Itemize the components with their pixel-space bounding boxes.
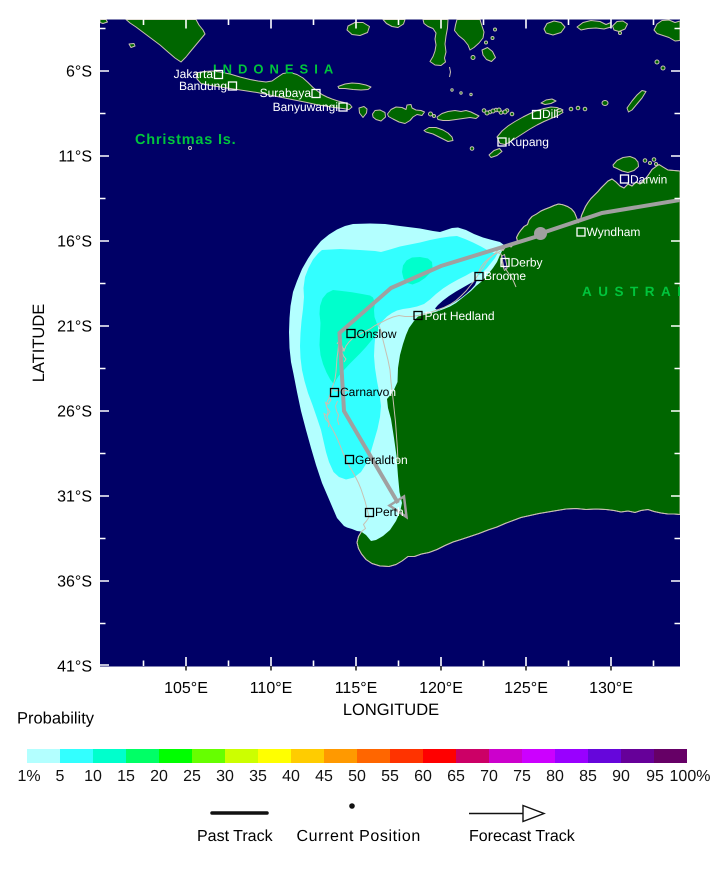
svg-text:Past Track: Past Track xyxy=(197,828,274,845)
svg-text:Surabaya: Surabaya xyxy=(260,86,312,100)
svg-text:41°S: 41°S xyxy=(57,659,92,676)
svg-text:75: 75 xyxy=(513,768,531,785)
svg-text:Dili: Dili xyxy=(542,107,559,121)
svg-text:60: 60 xyxy=(414,768,432,785)
svg-text:90: 90 xyxy=(612,768,630,785)
svg-text:65: 65 xyxy=(447,768,465,785)
svg-text:95: 95 xyxy=(646,768,664,785)
svg-text:80: 80 xyxy=(546,768,564,785)
svg-text:26°S: 26°S xyxy=(57,404,92,421)
svg-text:100%: 100% xyxy=(670,768,711,785)
svg-text:31°S: 31°S xyxy=(57,489,92,506)
svg-text:40: 40 xyxy=(282,768,300,785)
svg-text:16°S: 16°S xyxy=(57,234,92,251)
svg-text:5: 5 xyxy=(56,768,65,785)
svg-text:120°E: 120°E xyxy=(419,680,463,697)
svg-text:30: 30 xyxy=(216,768,234,785)
svg-text:Christmas Is.: Christmas Is. xyxy=(135,132,236,148)
svg-text:105°E: 105°E xyxy=(164,680,208,697)
svg-text:Kupang: Kupang xyxy=(508,135,549,149)
svg-text:Wyndham: Wyndham xyxy=(587,225,641,239)
svg-text:125°E: 125°E xyxy=(504,680,548,697)
svg-text:Probability: Probability xyxy=(17,710,95,728)
svg-text:Banyuwangi: Banyuwangi xyxy=(273,100,338,114)
svg-text:21°S: 21°S xyxy=(57,319,92,336)
svg-text:Port Hedland: Port Hedland xyxy=(425,309,495,323)
svg-text:Forecast Track: Forecast Track xyxy=(469,828,576,845)
svg-text:11°S: 11°S xyxy=(58,149,92,166)
svg-text:110°E: 110°E xyxy=(250,680,293,697)
svg-text:Broome: Broome xyxy=(484,269,526,283)
svg-text:Onslow: Onslow xyxy=(357,327,397,341)
svg-text:15: 15 xyxy=(117,768,135,785)
svg-text:115°E: 115°E xyxy=(335,680,378,697)
svg-text:Jakarta: Jakarta xyxy=(174,67,214,81)
svg-text:55: 55 xyxy=(381,768,399,785)
svg-text:Current Position: Current Position xyxy=(297,828,421,845)
svg-text:6°S: 6°S xyxy=(66,64,92,81)
svg-text:Carnarvon: Carnarvon xyxy=(340,385,396,399)
svg-text:50: 50 xyxy=(348,768,366,785)
svg-text:25: 25 xyxy=(183,768,201,785)
svg-text:36°S: 36°S xyxy=(57,574,92,591)
svg-text:LONGITUDE: LONGITUDE xyxy=(343,701,439,719)
svg-text:Darwin: Darwin xyxy=(630,173,667,187)
svg-text:Geraldton: Geraldton xyxy=(355,453,408,467)
svg-text:10: 10 xyxy=(84,768,102,785)
svg-text:Bandung: Bandung xyxy=(179,79,227,93)
svg-text:Derby: Derby xyxy=(511,256,543,270)
svg-text:85: 85 xyxy=(579,768,597,785)
svg-text:AUSTRALIA: AUSTRALIA xyxy=(582,284,719,299)
svg-text:130°E: 130°E xyxy=(589,680,633,697)
svg-text:70: 70 xyxy=(480,768,498,785)
svg-text:INDONESIA: INDONESIA xyxy=(213,62,339,77)
svg-text:1%: 1% xyxy=(17,768,40,785)
svg-text:Perth: Perth xyxy=(375,505,404,519)
svg-text:45: 45 xyxy=(315,768,333,785)
svg-text:20: 20 xyxy=(150,768,168,785)
svg-text:35: 35 xyxy=(249,768,267,785)
svg-text:LATITUDE: LATITUDE xyxy=(30,304,48,383)
